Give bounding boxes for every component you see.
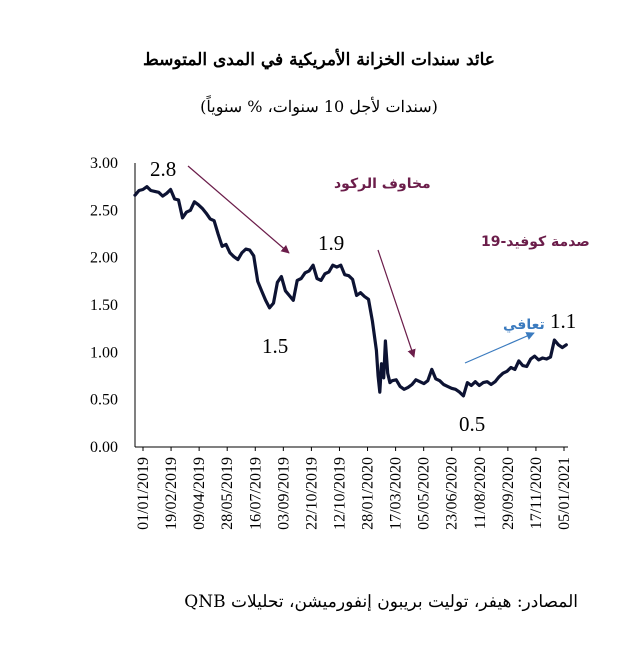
y-tick-label: 0.50 [90, 392, 118, 409]
x-tick-label: 09/04/2019 [191, 457, 208, 530]
x-tick-label: 28/01/2020 [360, 457, 377, 530]
yield-series-line [133, 185, 568, 398]
chart-subtitle: (سندات لأجل 10 سنوات، % سنوياً) [200, 97, 438, 116]
y-tick-label: 3.00 [90, 155, 118, 172]
x-tick-label: 05/05/2020 [416, 457, 433, 530]
y-tick-label: 1.00 [90, 344, 118, 361]
data-label-pre-covid-high: 1.9 [318, 231, 344, 255]
arrow-recovery [464, 332, 535, 364]
data-label-2020-low: 0.5 [459, 412, 485, 436]
x-tick-label: 03/09/2019 [275, 457, 292, 530]
x-tick-label: 16/07/2019 [247, 457, 264, 530]
annotation-recovery: تعافي [503, 317, 545, 333]
x-tick-label: 12/10/2019 [331, 457, 348, 530]
data-label-peak: 2.8 [150, 157, 176, 181]
annotation-covid-shock: صدمة كوفيد-19 [481, 234, 590, 250]
x-tick-label: 28/05/2019 [219, 457, 236, 530]
data-label-latest: 1.1 [550, 309, 576, 333]
x-tick-label: 22/10/2019 [303, 457, 320, 530]
x-tick-label: 11/08/2020 [472, 457, 489, 529]
x-tick-label: 19/02/2019 [163, 457, 180, 530]
x-tick-label: 17/11/2020 [528, 457, 545, 529]
x-tick-label: 17/03/2020 [388, 457, 405, 530]
y-tick-label: 2.00 [90, 250, 118, 267]
source-note: المصادر: هيفر، توليت بريبون إنفورميشن، ت… [184, 592, 578, 612]
chart-title: عائد سندات الخزانة الأمريكية في المدى ال… [143, 50, 495, 70]
x-tick-label: 23/06/2020 [444, 457, 461, 530]
arrow-covid-shock [377, 249, 416, 358]
data-label-2019-low: 1.5 [262, 334, 288, 358]
x-tick-label: 01/01/2019 [135, 457, 152, 530]
arrow-recession-fears [187, 165, 290, 254]
x-tick-label: 05/01/2021 [556, 457, 573, 530]
x-tick-label: 29/09/2020 [500, 457, 517, 530]
y-tick-label: 2.50 [90, 202, 118, 219]
annotation-recession-fears: مخاوف الركود [334, 176, 431, 192]
y-tick-label: 0.00 [90, 439, 118, 456]
y-tick-label: 1.50 [90, 297, 118, 314]
